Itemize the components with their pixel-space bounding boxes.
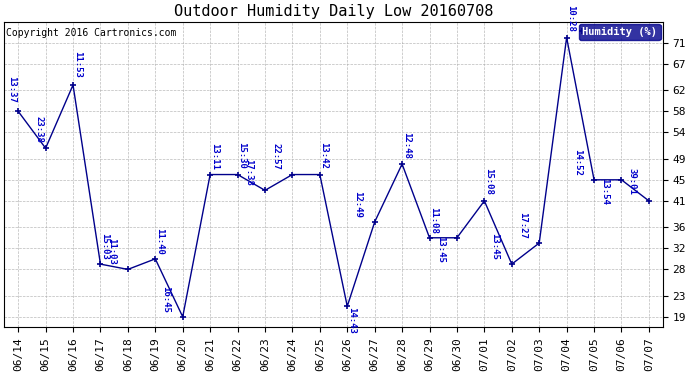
Text: 14:52: 14:52 [573,149,582,176]
Text: 16:45: 16:45 [161,286,170,313]
Text: 17:38: 17:38 [244,159,253,186]
Text: 23:38: 23:38 [34,116,43,142]
Text: 11:40: 11:40 [155,228,164,255]
Text: 13:54: 13:54 [600,178,609,205]
Legend: Humidity (%): Humidity (%) [580,24,660,40]
Text: 13:45: 13:45 [491,233,500,260]
Title: Outdoor Humidity Daily Low 20160708: Outdoor Humidity Daily Low 20160708 [174,4,493,19]
Text: 15:08: 15:08 [484,168,493,195]
Text: 12:48: 12:48 [402,132,411,159]
Text: 15:03: 15:03 [100,233,109,260]
Text: 39:01: 39:01 [628,168,637,195]
Text: 13:45: 13:45 [436,236,445,263]
Text: 13:42: 13:42 [319,142,328,169]
Text: 11:03: 11:03 [107,238,116,265]
Text: 15:30: 15:30 [237,142,246,169]
Text: 22:57: 22:57 [271,144,280,170]
Text: 17:27: 17:27 [518,212,527,239]
Text: Copyright 2016 Cartronics.com: Copyright 2016 Cartronics.com [6,28,176,38]
Text: 12:49: 12:49 [353,191,362,218]
Text: 11:08: 11:08 [429,207,438,234]
Text: 13:37: 13:37 [7,76,16,103]
Text: 10:28: 10:28 [566,5,575,32]
Text: 14:43: 14:43 [347,307,356,334]
Text: 13:11: 13:11 [210,144,219,170]
Text: 11:53: 11:53 [72,51,81,78]
